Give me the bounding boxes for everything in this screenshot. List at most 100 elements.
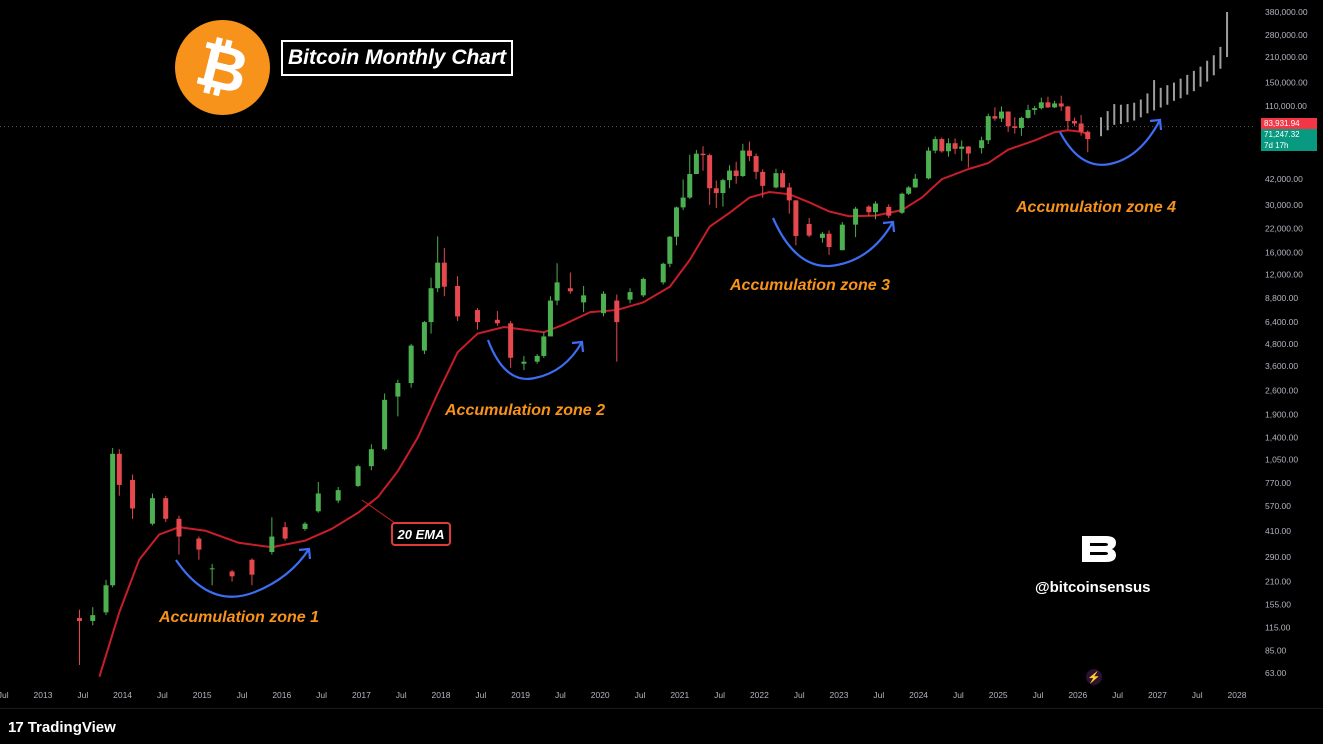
candle[interactable] xyxy=(826,230,832,255)
candle[interactable] xyxy=(1078,114,1084,136)
candle[interactable] xyxy=(906,186,912,196)
candle[interactable] xyxy=(965,146,971,168)
candle[interactable] xyxy=(269,517,275,555)
candle[interactable] xyxy=(209,563,215,586)
candle[interactable] xyxy=(819,231,825,243)
candle[interactable] xyxy=(541,332,547,358)
candle[interactable] xyxy=(355,464,361,487)
candle[interactable] xyxy=(839,222,845,251)
candle[interactable] xyxy=(627,288,633,304)
candle[interactable] xyxy=(720,178,726,207)
candle[interactable] xyxy=(740,143,746,177)
candle[interactable] xyxy=(116,449,122,496)
candle[interactable] xyxy=(713,180,719,208)
candle[interactable] xyxy=(302,522,308,531)
candle[interactable] xyxy=(1005,111,1011,133)
candle[interactable] xyxy=(315,481,321,513)
candle[interactable] xyxy=(110,447,116,588)
candle[interactable] xyxy=(793,200,799,246)
candle[interactable] xyxy=(282,522,288,541)
candle[interactable] xyxy=(455,276,461,321)
candle[interactable] xyxy=(866,205,872,217)
candle[interactable] xyxy=(773,168,779,189)
candle[interactable] xyxy=(567,272,573,294)
candle[interactable] xyxy=(912,174,918,188)
candle[interactable] xyxy=(1045,96,1051,109)
lightning-icon[interactable]: ⚡ xyxy=(1086,669,1102,685)
candle[interactable] xyxy=(368,444,374,471)
candle[interactable] xyxy=(421,320,427,355)
candle[interactable] xyxy=(979,136,985,154)
candle[interactable] xyxy=(428,277,434,334)
candle[interactable] xyxy=(554,263,560,306)
candle[interactable] xyxy=(872,201,878,220)
candle[interactable] xyxy=(660,262,666,285)
candle[interactable] xyxy=(753,153,759,180)
candle[interactable] xyxy=(667,235,673,268)
candle[interactable] xyxy=(601,291,607,317)
candle[interactable] xyxy=(932,136,938,154)
candle[interactable] xyxy=(939,137,945,153)
candle[interactable] xyxy=(130,474,136,519)
candle[interactable] xyxy=(196,536,202,560)
candle[interactable] xyxy=(521,355,527,371)
candle[interactable] xyxy=(335,486,341,504)
candle[interactable] xyxy=(1038,97,1044,110)
candle[interactable] xyxy=(673,206,679,246)
candle[interactable] xyxy=(176,515,182,555)
candle[interactable] xyxy=(90,607,96,626)
candle[interactable] xyxy=(163,495,169,523)
candle[interactable] xyxy=(408,343,414,388)
candle[interactable] xyxy=(229,569,235,582)
candle[interactable] xyxy=(1032,105,1038,115)
candle[interactable] xyxy=(1085,130,1091,153)
candle[interactable] xyxy=(926,147,932,180)
candle[interactable] xyxy=(1058,95,1064,111)
candle[interactable] xyxy=(693,149,699,175)
candle[interactable] xyxy=(853,206,859,238)
candle[interactable] xyxy=(1065,105,1071,130)
candle[interactable] xyxy=(581,285,587,313)
candle[interactable] xyxy=(534,354,540,364)
tradingview-brand[interactable]: 17 TradingView xyxy=(8,719,116,736)
candle[interactable] xyxy=(508,320,514,368)
candle[interactable] xyxy=(959,140,965,161)
candle[interactable] xyxy=(382,393,388,451)
candle[interactable] xyxy=(640,277,646,298)
candle[interactable] xyxy=(760,169,766,198)
candle[interactable] xyxy=(395,379,401,417)
candle[interactable] xyxy=(76,609,82,665)
candle[interactable] xyxy=(494,311,500,326)
candle[interactable] xyxy=(733,161,739,184)
candle[interactable] xyxy=(249,558,255,586)
candle[interactable] xyxy=(899,192,905,214)
candle[interactable] xyxy=(952,138,958,155)
candle[interactable] xyxy=(780,170,786,188)
candle[interactable] xyxy=(1071,117,1077,127)
candle[interactable] xyxy=(992,107,998,121)
candle[interactable] xyxy=(103,579,109,616)
candle[interactable] xyxy=(149,493,155,526)
candle[interactable] xyxy=(1052,100,1058,109)
candle[interactable] xyxy=(1025,104,1031,119)
candle[interactable] xyxy=(687,154,693,199)
candle[interactable] xyxy=(1012,117,1018,134)
candle[interactable] xyxy=(435,236,441,293)
candle[interactable] xyxy=(727,165,733,189)
candle[interactable] xyxy=(945,138,951,157)
candle[interactable] xyxy=(680,179,686,211)
candle[interactable] xyxy=(1018,116,1024,136)
candle[interactable] xyxy=(806,218,812,238)
candle[interactable] xyxy=(700,146,706,171)
candle[interactable] xyxy=(474,308,480,330)
candle[interactable] xyxy=(441,247,447,297)
candle[interactable] xyxy=(614,294,620,362)
candle[interactable] xyxy=(746,141,752,162)
candle[interactable] xyxy=(886,204,892,219)
candle[interactable] xyxy=(985,113,991,145)
candle[interactable] xyxy=(786,182,792,214)
candle[interactable] xyxy=(707,153,713,205)
candle[interactable] xyxy=(999,106,1005,122)
candle[interactable] xyxy=(547,296,553,337)
